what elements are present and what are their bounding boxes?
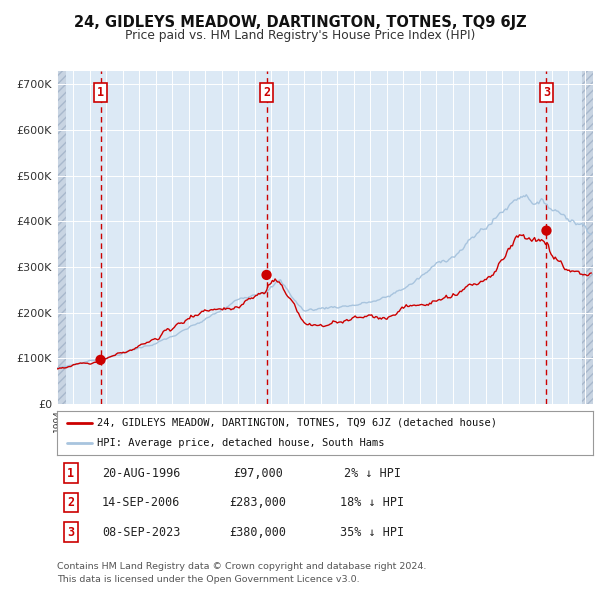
Text: 1: 1 bbox=[97, 86, 104, 99]
Polygon shape bbox=[57, 71, 66, 404]
Text: 35% ↓ HPI: 35% ↓ HPI bbox=[340, 526, 404, 539]
Text: 2: 2 bbox=[67, 496, 74, 509]
Point bbox=[96, 355, 106, 365]
Text: £97,000: £97,000 bbox=[233, 467, 283, 480]
Text: £380,000: £380,000 bbox=[229, 526, 287, 539]
Polygon shape bbox=[582, 71, 593, 404]
Text: 18% ↓ HPI: 18% ↓ HPI bbox=[340, 496, 404, 509]
Text: 24, GIDLEYS MEADOW, DARTINGTON, TOTNES, TQ9 6JZ (detached house): 24, GIDLEYS MEADOW, DARTINGTON, TOTNES, … bbox=[97, 418, 497, 428]
Text: 24, GIDLEYS MEADOW, DARTINGTON, TOTNES, TQ9 6JZ: 24, GIDLEYS MEADOW, DARTINGTON, TOTNES, … bbox=[74, 15, 526, 30]
Point bbox=[262, 270, 271, 280]
Text: Price paid vs. HM Land Registry's House Price Index (HPI): Price paid vs. HM Land Registry's House … bbox=[125, 30, 475, 42]
Text: 3: 3 bbox=[543, 86, 550, 99]
Text: HPI: Average price, detached house, South Hams: HPI: Average price, detached house, Sout… bbox=[97, 438, 385, 448]
Point bbox=[542, 226, 551, 235]
Text: 2: 2 bbox=[263, 86, 270, 99]
Text: 20-AUG-1996: 20-AUG-1996 bbox=[102, 467, 180, 480]
Text: This data is licensed under the Open Government Licence v3.0.: This data is licensed under the Open Gov… bbox=[57, 575, 359, 584]
Text: 1: 1 bbox=[67, 467, 74, 480]
Text: 08-SEP-2023: 08-SEP-2023 bbox=[102, 526, 180, 539]
Text: 3: 3 bbox=[67, 526, 74, 539]
Text: 14-SEP-2006: 14-SEP-2006 bbox=[102, 496, 180, 509]
Text: £283,000: £283,000 bbox=[229, 496, 287, 509]
Text: 2% ↓ HPI: 2% ↓ HPI bbox=[343, 467, 401, 480]
Text: Contains HM Land Registry data © Crown copyright and database right 2024.: Contains HM Land Registry data © Crown c… bbox=[57, 562, 427, 571]
